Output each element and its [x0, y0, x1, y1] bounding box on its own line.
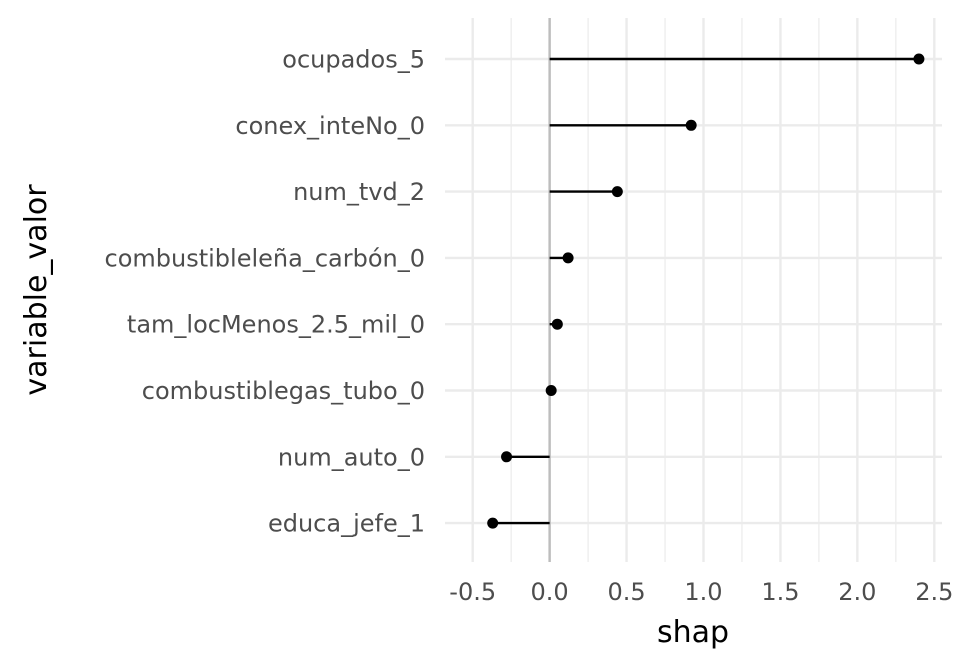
x-tick-label: 0.0 [531, 578, 569, 606]
x-tick-labels: -0.5 0.0 0.5 1.0 1.5 2.0 2.5 [449, 578, 953, 606]
grid [445, 18, 942, 562]
y-tick-labels: ocupados_5 conex_inteNo_0 num_tvd_2combust… [105, 46, 425, 538]
x-axis-title: shap [657, 615, 729, 650]
data-point [551, 318, 563, 330]
x-tick-label: 1.0 [684, 578, 722, 606]
x-tick-label: 2.5 [915, 578, 953, 606]
lollipop-marks [487, 53, 925, 529]
data-point [611, 186, 623, 198]
y-tick-label: combustibleleña_carbón_0 [105, 244, 425, 272]
data-point [501, 451, 513, 463]
x-tick-label: -0.5 [449, 578, 496, 606]
y-tick-label: num_tvd_2 [293, 178, 425, 206]
data-point [545, 385, 557, 396]
data-point [562, 252, 574, 264]
y-axis-title: variable_valor [19, 184, 54, 396]
data-point [487, 517, 499, 529]
y-tick-label: combustiblegas_tubo_0 [142, 377, 425, 405]
y-tick-label: ocupados_5 [282, 46, 425, 74]
x-tick-label: 1.5 [761, 578, 799, 606]
y-tick-label: tam_locMenos_2.5_mil_0 [127, 311, 425, 339]
y-tick-label: num_auto_0 [278, 443, 425, 471]
y-tick-label: educa_jefe_1 [268, 510, 425, 538]
data-point [913, 53, 925, 65]
x-tick-label: 2.0 [838, 578, 876, 606]
x-tick-label: 0.5 [607, 578, 645, 606]
data-point [685, 119, 697, 131]
y-tick-label: conex_inteNo_0 [235, 112, 425, 140]
